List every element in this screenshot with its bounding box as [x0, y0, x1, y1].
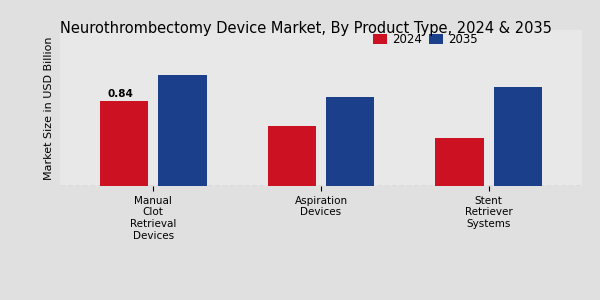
- Bar: [268, 126, 316, 186]
- Bar: [436, 138, 484, 186]
- Legend: 2024, 2035: 2024, 2035: [368, 28, 482, 50]
- Bar: [100, 101, 148, 186]
- Text: Neurothrombectomy Device Market, By Product Type, 2024 & 2035: Neurothrombectomy Device Market, By Prod…: [60, 21, 552, 36]
- Bar: [326, 98, 374, 186]
- Bar: [494, 87, 542, 186]
- Y-axis label: Market Size in USD Billion: Market Size in USD Billion: [44, 36, 55, 180]
- Bar: [158, 75, 206, 186]
- Text: 0.84: 0.84: [107, 89, 133, 99]
